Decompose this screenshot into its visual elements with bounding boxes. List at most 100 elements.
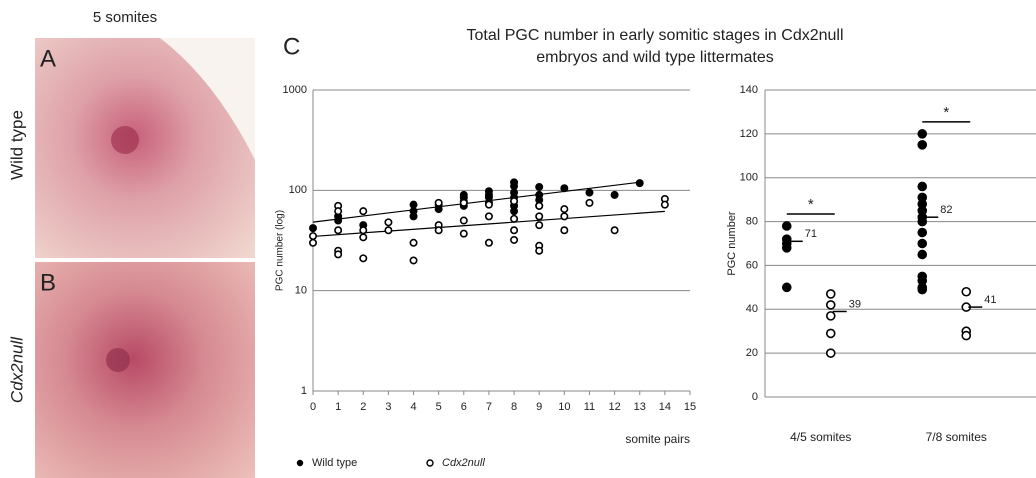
data-point <box>825 289 836 299</box>
data-point <box>334 250 343 259</box>
x-tick-label: 5 <box>436 401 442 413</box>
y-axis-label: PGC number (log) <box>275 210 286 291</box>
y-tick-label: 120 <box>740 128 758 140</box>
data-point <box>825 348 836 358</box>
data-point <box>917 238 928 249</box>
x-tick-label: 12 <box>608 401 620 413</box>
data-point <box>585 188 594 197</box>
mean-label: 71 <box>805 228 817 240</box>
trendline <box>312 210 665 238</box>
data-point <box>535 246 544 255</box>
data-point <box>308 224 317 233</box>
data-point <box>560 205 569 214</box>
legend-marker <box>296 459 304 467</box>
data-point <box>359 226 368 235</box>
data-point <box>359 254 368 263</box>
data-point <box>917 284 928 295</box>
y-tick-label: 100 <box>740 172 758 184</box>
x-tick-label: 7 <box>486 401 492 413</box>
mean-label: 39 <box>849 298 861 310</box>
data-point <box>384 218 393 227</box>
mean-label: 41 <box>984 294 996 306</box>
data-point <box>409 200 418 209</box>
data-point <box>535 221 544 230</box>
y-tick-label: 100 <box>289 184 307 196</box>
data-point <box>961 286 972 297</box>
x-tick-label: 3 <box>385 401 391 413</box>
photo-title: 5 somites <box>93 9 157 26</box>
data-point <box>781 282 792 293</box>
panel-label: C <box>283 33 300 60</box>
data-point <box>510 182 519 191</box>
data-point <box>484 200 493 209</box>
legend-marker <box>426 459 434 467</box>
data-point <box>308 238 317 247</box>
x-axis-label: somite pairs <box>625 432 690 446</box>
y-tick-label: 80 <box>746 215 758 227</box>
data-point <box>510 226 519 235</box>
y-tick-label: 140 <box>740 84 758 96</box>
data-point <box>459 229 468 238</box>
significance-label: * <box>808 196 814 213</box>
data-point <box>434 226 443 235</box>
data-point <box>917 249 928 260</box>
x-tick-label: 2 <box>360 401 366 413</box>
x-tick-label: 0 <box>310 401 316 413</box>
x-tick-label: 6 <box>461 401 467 413</box>
data-point <box>825 300 836 310</box>
y-tick-label: 60 <box>746 259 758 271</box>
data-point <box>825 311 836 321</box>
y-tick-label: 1000 <box>283 84 307 96</box>
photo-b <box>35 262 255 478</box>
data-point <box>510 214 519 223</box>
x-tick-label: 1 <box>335 401 341 413</box>
data-point <box>484 187 493 196</box>
mean-label: 82 <box>940 204 952 216</box>
significance-label: * <box>943 104 949 121</box>
row-label: Cdx2null <box>7 336 26 403</box>
x-tick-label: 14 <box>659 401 671 413</box>
legend-label: Wild type <box>312 457 357 469</box>
data-point <box>917 227 928 238</box>
photo-background <box>160 38 255 160</box>
x-tick-label: 13 <box>634 401 646 413</box>
data-point <box>917 140 928 150</box>
data-point <box>535 201 544 210</box>
data-point <box>459 190 468 199</box>
data-point <box>459 216 468 225</box>
data-point <box>510 235 519 244</box>
x-tick-label: 11 <box>584 401 595 413</box>
data-point <box>409 256 418 265</box>
data-point <box>917 216 928 227</box>
chart-title: Total PGC number in early somitic stages… <box>466 27 843 44</box>
data-point <box>560 226 569 235</box>
data-point <box>459 198 468 207</box>
data-point <box>917 129 928 139</box>
row-label: Wild type <box>7 110 26 180</box>
y-tick-label: 20 <box>746 347 758 359</box>
data-point <box>781 221 792 231</box>
chart-title: embryos and wild type littermates <box>536 49 773 66</box>
photo-cells <box>111 126 139 154</box>
data-point <box>334 207 343 216</box>
data-point <box>560 184 569 193</box>
data-point <box>359 207 368 216</box>
data-point <box>334 226 343 235</box>
data-point <box>535 182 544 191</box>
legend-label: Cdx2null <box>442 457 485 469</box>
y-axis-label: PGC number <box>726 211 738 276</box>
data-point <box>635 179 644 188</box>
data-point <box>781 243 792 253</box>
trendline <box>312 181 640 223</box>
data-point <box>917 181 928 192</box>
data-point <box>384 226 393 235</box>
x-tick-label: 7/8 somites <box>926 430 987 444</box>
panel-label: A <box>40 45 56 72</box>
panel-label: B <box>40 269 56 296</box>
data-point <box>510 207 519 216</box>
data-point <box>961 330 972 341</box>
y-tick-label: 10 <box>295 285 307 297</box>
data-point <box>535 212 544 221</box>
data-point <box>610 226 619 235</box>
